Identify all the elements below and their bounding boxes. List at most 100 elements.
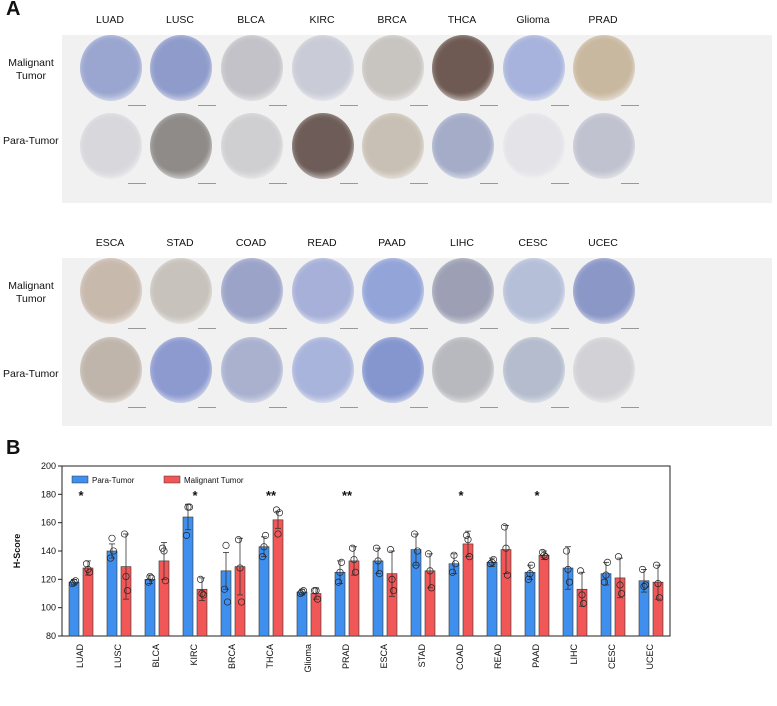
y-tick-label: 80 (46, 631, 56, 641)
scale-bar (340, 328, 358, 329)
bottom-title-coad: COAD (235, 237, 267, 249)
data-point (261, 531, 270, 539)
x-tick-label-prad: PRAD (341, 644, 351, 670)
data-point (122, 572, 130, 581)
scale-bar (480, 183, 498, 184)
data-point (123, 587, 132, 595)
bar-luad-para (68, 581, 80, 637)
data-point (236, 564, 244, 572)
data-point (654, 580, 662, 588)
data-point (450, 551, 458, 559)
scale-bar (551, 407, 569, 408)
data-point (71, 577, 80, 585)
tissue-core-glioma-malignant (503, 35, 565, 101)
data-point (565, 578, 574, 586)
data-point (84, 565, 92, 573)
tissue-core-stad-para (150, 337, 212, 403)
tissue-core-coad-malignant (221, 258, 283, 324)
bar-read-para (486, 562, 498, 637)
scale-bar (198, 407, 216, 408)
scale-bar (621, 328, 639, 329)
data-point (503, 571, 512, 579)
significance-marker: ** (342, 488, 353, 503)
bar-glioma-para (296, 591, 308, 637)
bottom-title-read: READ (307, 237, 337, 249)
x-tick-label-glioma: Glioma (303, 644, 313, 673)
data-point (351, 568, 360, 576)
y-axis-label: H-Score (12, 534, 22, 569)
tissue-core-cesc-malignant (503, 258, 565, 324)
scale-bar (551, 328, 569, 329)
data-point (526, 570, 534, 578)
data-point (350, 555, 358, 564)
data-point (640, 582, 648, 590)
tissue-core-thca-para (432, 113, 494, 179)
scale-bar (269, 183, 287, 184)
row-label-malignant-tumor: Malignant Tumor (8, 57, 54, 82)
tissue-core-lusc-para (150, 113, 212, 179)
data-point (614, 553, 623, 561)
row-label-para-tumor: Para-Tumor (3, 135, 59, 147)
data-point (258, 553, 267, 561)
data-point (299, 587, 308, 595)
data-point (448, 568, 457, 576)
data-point (576, 567, 585, 575)
data-point (462, 531, 471, 539)
data-point (223, 598, 232, 606)
data-point (237, 598, 246, 606)
scale-bar (480, 407, 498, 408)
top-title-kirc: KIRC (309, 14, 335, 26)
tissue-core-lusc-malignant (150, 35, 212, 101)
tissue-core-kirc-para (292, 113, 354, 179)
scale-bar (551, 105, 569, 106)
tissue-core-luad-malignant (80, 35, 142, 101)
scale-bar (128, 105, 146, 106)
data-point (500, 523, 509, 531)
data-point (160, 547, 168, 555)
tissue-core-paad-para (362, 337, 424, 403)
scale-bar (410, 105, 428, 106)
data-point (220, 585, 229, 593)
data-point (198, 589, 206, 598)
scale-bar (340, 407, 358, 408)
tissue-core-blca-malignant (221, 35, 283, 101)
data-point (222, 541, 230, 549)
data-point (372, 544, 381, 552)
tissue-core-thca-malignant (432, 35, 494, 101)
scale-bar (621, 105, 639, 106)
data-point (106, 554, 115, 562)
data-point (185, 503, 194, 511)
tissue-core-ucec-para (573, 337, 635, 403)
tissue-core-lihc-malignant (432, 258, 494, 324)
data-point (274, 530, 282, 538)
data-point (374, 557, 382, 565)
top-title-luad: LUAD (95, 14, 124, 26)
data-point (524, 575, 533, 583)
data-point (427, 584, 436, 592)
scale-bar (480, 328, 498, 329)
data-point (527, 561, 536, 569)
bottom-title-ucec: UCEC (588, 237, 618, 249)
scale-bar (621, 407, 639, 408)
bar-luad-malignant (82, 567, 94, 637)
x-tick-label-thca: THCA (265, 644, 275, 669)
x-tick-label-luad: LUAD (75, 644, 85, 669)
data-point (488, 558, 496, 566)
data-point (579, 599, 588, 607)
scale-bar (340, 105, 358, 106)
y-tick-label: 160 (41, 518, 56, 528)
scale-bar (480, 105, 498, 106)
data-point (465, 553, 474, 561)
data-point (70, 578, 78, 586)
tissue-core-ucec-malignant (573, 258, 635, 324)
data-point (161, 577, 170, 585)
top-title-lusc: LUSC (165, 14, 194, 26)
legend-label-malignant: Malignant Tumor (184, 476, 244, 485)
x-tick-label-cesc: CESC (607, 644, 617, 670)
data-point (413, 547, 422, 555)
tissue-core-brca-para (362, 113, 424, 179)
data-point (337, 558, 346, 566)
scale-bar (198, 105, 216, 106)
data-point (147, 574, 156, 582)
h-score-chart: 80 100 120 140 160 180 200 H-Score LUAD * LUSC BLCA… (0, 430, 777, 701)
